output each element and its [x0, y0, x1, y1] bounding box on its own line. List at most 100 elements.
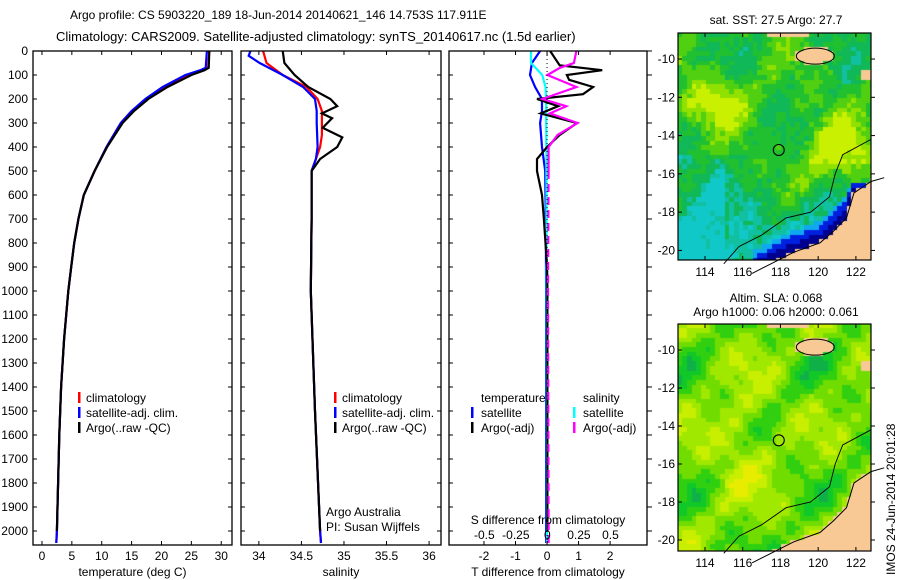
s-tick-label: 0.25	[567, 528, 591, 542]
profile-location-marker	[772, 143, 785, 157]
lat-tick-label: -20	[658, 243, 676, 257]
x-tick-label: 10	[95, 549, 109, 563]
y-tick-label: 500	[8, 164, 28, 178]
lat-tick-label: -14	[658, 419, 676, 433]
legend-label: climatology	[86, 391, 146, 405]
x-tick-label: 0	[39, 549, 46, 563]
profile-location-marker	[772, 434, 785, 447]
lon-tick-label: 120	[808, 265, 828, 279]
plot-frame	[448, 50, 648, 546]
island-outline	[795, 338, 835, 356]
lat-tick-label: -18	[658, 205, 676, 219]
lat-tick-label: -10	[658, 52, 676, 66]
x-tick-label: 30	[215, 549, 229, 563]
lon-tick-label: 120	[808, 556, 828, 570]
x-tick-label: -2	[479, 549, 490, 563]
legend-header-salinity: salinity	[583, 391, 620, 405]
y-tick-label: 200	[8, 92, 28, 106]
legend-label: Argo(..raw -QC)	[342, 421, 427, 435]
s-tick-label: 0.5	[602, 528, 619, 542]
y-tick-label: 1100	[2, 308, 28, 322]
lon-tick-label: 116	[733, 265, 752, 279]
series-line-salinity-argo-adj-	[538, 50, 581, 171]
legend-label: satellite	[583, 406, 624, 420]
legend-label: climatology	[342, 391, 402, 405]
x-tick-label: 20	[155, 549, 169, 563]
legend-swatch	[573, 407, 576, 418]
legend-swatch	[334, 407, 337, 418]
x-tick-label: 5	[69, 549, 76, 563]
legend-swatch	[78, 422, 81, 433]
y-tick-label: 1800	[1, 476, 28, 490]
figure-title-line2: Climatology: CARS2009. Satellite-adjuste…	[56, 29, 576, 44]
panel-temperature-profile: 0 100 200 300 400 500 600 700 800 900 1000 1100 1200…	[1, 44, 233, 579]
lon-tick-label: 122	[846, 265, 866, 279]
y-tick-label: 1600	[1, 428, 28, 442]
lon-tick-label: 118	[771, 265, 790, 279]
y-tick-label: 1200	[1, 332, 28, 346]
x-tick-label: 35	[337, 549, 351, 563]
s-tick-label: -0.25	[502, 528, 530, 542]
series-line-salinity-argo-adj--deep	[546, 170, 550, 543]
y-tick-label: 1500	[1, 404, 28, 418]
x-tick-label: 36	[422, 549, 436, 563]
timestamp-stamp: IMOS 24-Jun-2014 20:01:28	[884, 423, 898, 575]
sla-map-overlay: 114 116 118 120 122 -10 -12 -14 -16 -18 -20 Altim. …	[658, 291, 885, 570]
lat-tick-label: -12	[658, 381, 676, 395]
x-tick-label: 25	[185, 549, 199, 563]
lon-tick-label: 116	[733, 556, 752, 570]
lon-tick-label: 122	[846, 556, 866, 570]
sst-map-title: sat. SST: 27.5 Argo: 27.7	[710, 13, 843, 27]
y-tick-label: 600	[8, 188, 28, 202]
lat-tick-label: -12	[658, 90, 676, 104]
y-tick-label: 1000	[1, 284, 28, 298]
y-tick-label: 1300	[1, 356, 28, 370]
y-tick-label: 900	[8, 260, 28, 274]
x-tick-label: 34	[252, 549, 266, 563]
x-tick-label: -1	[510, 549, 521, 563]
legend-label: satellite-adj. clim.	[342, 406, 434, 420]
lat-tick-label: -16	[658, 167, 676, 181]
x-axis-label: T difference from climatology	[471, 565, 625, 579]
bathymetry-contour	[723, 139, 872, 265]
island-outline	[795, 47, 835, 65]
figure-title-line1: Argo profile: CS 5903220_189 18-Jun-2014…	[70, 8, 487, 22]
legend-swatch	[573, 422, 576, 433]
legend-swatch	[78, 407, 81, 418]
legend-swatch	[471, 407, 474, 418]
y-tick-label: 300	[8, 116, 28, 130]
series-line-temperature-argo-adj-	[535, 50, 603, 531]
series-line-argo-raw-qc-	[281, 50, 344, 532]
map-frame	[677, 323, 872, 552]
legend-swatch	[334, 422, 337, 433]
legend-swatch	[471, 422, 474, 433]
sla-map-title-line1: Altim. SLA: 0.068	[730, 291, 823, 305]
legend-label: satellite-adj. clim.	[86, 406, 178, 420]
legend-label: Argo(-adj)	[481, 421, 534, 435]
legend-label: Argo(-adj)	[583, 421, 636, 435]
s-tick-label: 0	[544, 528, 551, 542]
x-tick-label: 15	[125, 549, 139, 563]
lon-tick-label: 114	[695, 265, 714, 279]
legend-label: satellite	[481, 406, 522, 420]
x-tick-label: 0	[544, 549, 551, 563]
coastline	[751, 467, 885, 564]
y-tick-label: 1400	[1, 380, 28, 394]
y-tick-label: 800	[8, 236, 28, 250]
y-tick-label: 100	[8, 68, 28, 82]
credit-text: Argo Australia	[326, 505, 401, 519]
y-tick-label: 400	[8, 140, 28, 154]
lat-tick-label: -18	[658, 495, 676, 509]
lat-tick-label: -16	[658, 457, 676, 471]
legend-label: Argo(..raw -QC)	[86, 421, 171, 435]
sla-map-title-line2: Argo h1000: 0.06 h2000: 0.061	[693, 305, 859, 319]
x-tick-label: 2	[607, 549, 614, 563]
legend-swatch	[78, 392, 81, 403]
panel-difference-profile: -2 -1 0 1 2 T difference from climatology temp…	[448, 50, 652, 579]
y-tick-label: 700	[8, 212, 28, 226]
y-tick-label: 1700	[1, 452, 28, 466]
lat-tick-label: -20	[658, 533, 676, 547]
x-tick-label: 35.5	[375, 549, 399, 563]
plot-frame	[32, 50, 233, 546]
